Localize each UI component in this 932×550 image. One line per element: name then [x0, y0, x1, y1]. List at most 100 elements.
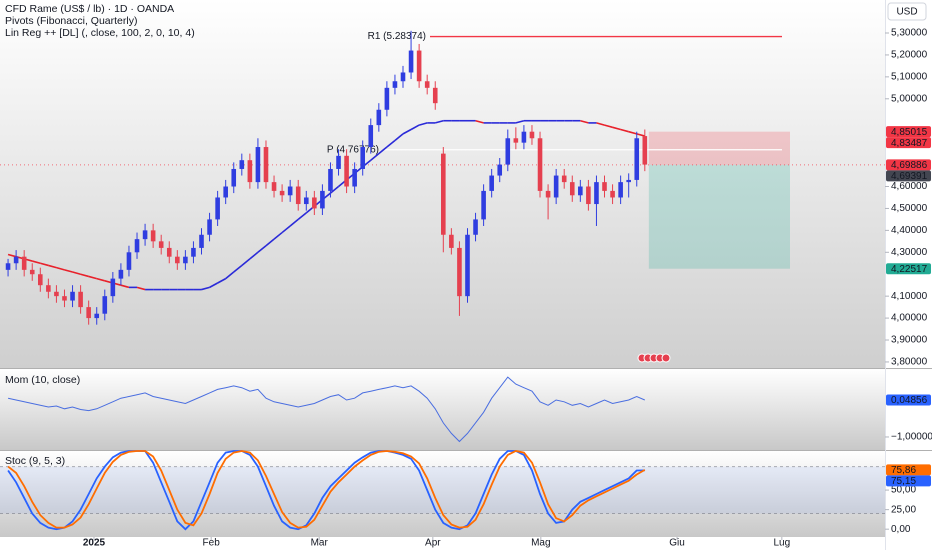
linreg-segment: [120, 284, 130, 289]
linreg-segment: [515, 119, 525, 124]
y-tick-label: 3,80000: [891, 357, 928, 368]
x-tick-label: Mar: [311, 538, 329, 549]
linreg-segment: [435, 119, 444, 124]
candle-body: [191, 247, 196, 257]
candle-body: [521, 131, 527, 143]
linreg-segment: [636, 133, 646, 137]
linreg-segment: [378, 146, 388, 155]
linreg-segment: [225, 271, 235, 280]
currency-button[interactable]: [887, 2, 927, 21]
linreg-segment: [620, 128, 629, 133]
linreg-segment: [297, 212, 307, 221]
candle-body: [344, 155, 349, 187]
linreg-segment: [217, 277, 227, 284]
linreg-segment: [7, 253, 17, 258]
candle-body: [634, 138, 640, 180]
candle-body: [134, 239, 140, 253]
x-tick-label: Lug: [773, 538, 790, 549]
linreg-segment: [249, 251, 259, 260]
currency-label[interactable]: USD: [896, 7, 917, 18]
pivot-label: P (4.76776): [327, 144, 379, 155]
linreg-segment: [628, 130, 637, 135]
linreg-segment: [596, 122, 605, 126]
linreg-segment: [48, 264, 57, 269]
candle-body: [255, 147, 261, 183]
linreg-segment: [257, 245, 267, 253]
candle-body: [110, 278, 116, 297]
candle-body: [376, 109, 382, 126]
candle-body: [247, 160, 253, 183]
y-tick-label: 5,20000: [891, 50, 928, 61]
candle-body: [336, 155, 341, 169]
candle-body: [279, 190, 285, 196]
candle-body: [561, 175, 567, 183]
linreg-segment: [96, 277, 105, 282]
candle-body: [295, 186, 301, 205]
x-tick-label: Feb: [203, 538, 221, 549]
candle-body: [86, 307, 91, 319]
linreg-segment: [88, 275, 97, 280]
position-target-zone: [648, 164, 790, 269]
price-label-box: [886, 475, 931, 487]
candle-body: [38, 274, 43, 286]
candle-body: [5, 263, 11, 270]
mom-pane: [0, 369, 885, 450]
candle-body: [78, 291, 83, 308]
candle-body: [610, 190, 615, 198]
pane-title: Stoc (9, 5, 3): [5, 455, 65, 467]
y-tick-label: 4,30000: [891, 247, 928, 258]
price-label: 4,83487: [891, 138, 928, 149]
candle-body: [320, 190, 325, 209]
indicator-line: [7, 376, 645, 443]
linreg-segment: [40, 262, 49, 267]
candle-body: [473, 219, 478, 235]
price-label: 4,69391: [891, 171, 928, 182]
candle-body: [231, 168, 237, 187]
candle-body: [62, 296, 67, 301]
candle-body: [465, 234, 470, 297]
candle-body: [529, 131, 535, 139]
candle-body: [21, 256, 27, 270]
candle-body: [441, 153, 446, 235]
linreg-segment: [201, 286, 210, 291]
price-label: 4,85015: [891, 127, 928, 138]
candle-body: [175, 256, 180, 264]
stoch-band: [0, 466, 885, 514]
y-tick-label: 4,10000: [891, 291, 928, 302]
linreg-segment: [402, 128, 412, 135]
price-label: 4,22517: [891, 264, 928, 275]
position-stop-zone: [648, 131, 790, 165]
candle-body: [626, 179, 631, 183]
candle-body: [271, 182, 277, 191]
candle-body: [642, 136, 648, 165]
linreg-segment: [410, 124, 420, 131]
price-label-box: [886, 263, 931, 275]
x-tick-label: Giu: [669, 538, 685, 549]
candle-body: [142, 230, 148, 240]
candle-body: [416, 50, 422, 82]
candle-body: [457, 247, 462, 297]
y-tick-label: −1,00000: [891, 432, 932, 443]
linreg-segment: [80, 273, 89, 278]
x-tick-label: Apr: [425, 538, 441, 549]
linreg-segment: [241, 258, 251, 267]
y-tick-label: 25,00: [891, 504, 916, 515]
price-axis: [885, 0, 932, 550]
candle-body: [239, 160, 245, 169]
y-tick-label: 4,60000: [891, 181, 928, 192]
pane-title: Mom (10, close): [5, 374, 80, 386]
linreg-segment: [475, 119, 484, 124]
candle-body: [223, 186, 228, 198]
candle-body: [207, 219, 212, 235]
candle-body: [545, 190, 551, 198]
x-tick-label: 2025: [83, 538, 106, 549]
linreg-segment: [386, 139, 396, 148]
candle-body: [569, 182, 575, 196]
y-tick-label: 4,40000: [891, 225, 928, 236]
linreg-segment: [32, 260, 41, 265]
candle-body: [513, 138, 519, 143]
candle-body: [263, 147, 269, 183]
linreg-segment: [209, 282, 219, 289]
candle-body: [13, 256, 19, 264]
